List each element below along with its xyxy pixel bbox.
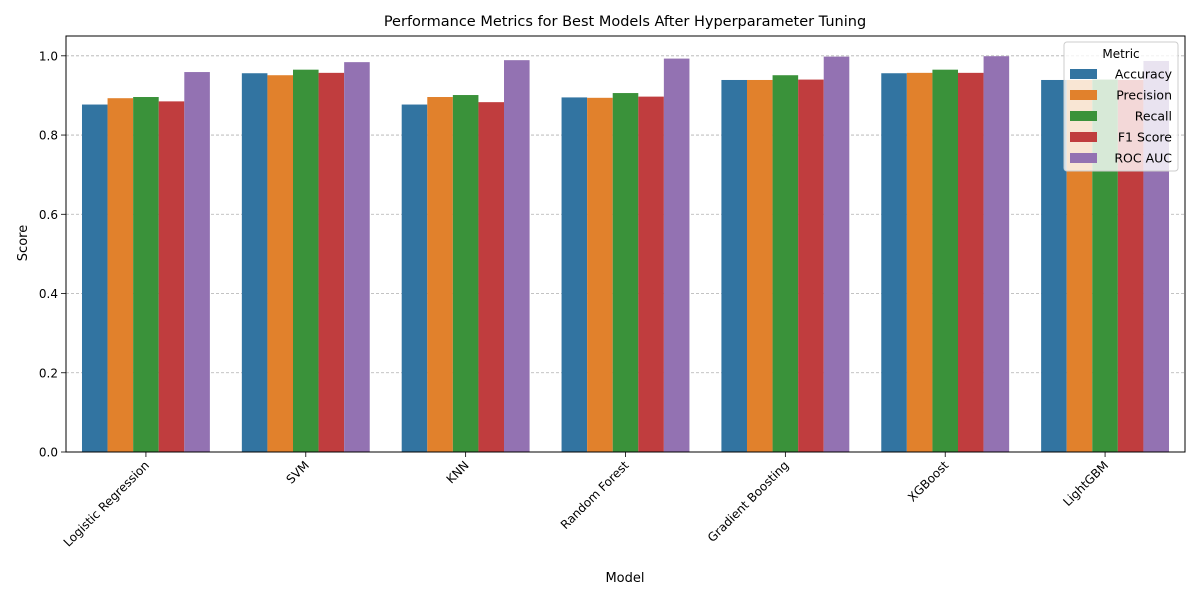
- bar: [478, 102, 505, 452]
- bar: [184, 72, 210, 452]
- bar: [612, 93, 639, 453]
- bar: [318, 72, 345, 453]
- y-tick-label: 0.8: [39, 129, 58, 143]
- legend-label: Recall: [1135, 109, 1172, 124]
- y-axis: 0.0 0.2 0.4 0.6 0.8 1.0: [39, 49, 66, 460]
- y-tick-label: 0.4: [39, 287, 58, 301]
- bar: [292, 69, 319, 452]
- bar: [772, 75, 799, 453]
- y-axis-label: Score: [16, 225, 31, 261]
- legend-label: F1 Score: [1118, 130, 1172, 145]
- bar: [401, 104, 428, 452]
- bar: [267, 75, 293, 453]
- bar: [81, 104, 108, 452]
- legend-swatch: [1070, 153, 1097, 163]
- bar: [721, 79, 747, 452]
- bar: [983, 56, 1010, 452]
- bar: [958, 72, 984, 453]
- bar: [638, 96, 664, 453]
- x-tick-label: SVM: [283, 458, 311, 486]
- x-axis-label: Model: [605, 571, 644, 586]
- bar: [798, 79, 824, 452]
- bar: [561, 97, 588, 453]
- bar: [823, 56, 850, 453]
- series-precision: [107, 72, 1093, 453]
- bar: [906, 72, 933, 453]
- x-tick-label: Random Forest: [558, 458, 632, 532]
- y-tick-label: 0.6: [39, 208, 58, 222]
- y-tick-label: 0.2: [39, 366, 58, 380]
- legend-label: Accuracy: [1115, 67, 1173, 82]
- y-tick-label: 1.0: [39, 49, 58, 63]
- chart-title: Performance Metrics for Best Models Afte…: [384, 14, 866, 30]
- legend: Metric Accuracy Precision Recall F1 Score ROC…: [1063, 41, 1179, 172]
- bar: [427, 97, 453, 452]
- x-tick-label: XGBoost: [905, 458, 951, 504]
- bars: [81, 56, 1170, 453]
- y-tick-label: 0.0: [39, 446, 58, 460]
- legend-swatch: [1070, 69, 1097, 79]
- bar: [133, 97, 159, 452]
- bar: [504, 60, 530, 453]
- bar: [746, 79, 773, 452]
- x-tick-label: Gradient Boosting: [705, 458, 792, 545]
- x-tick-label: KNN: [444, 458, 472, 486]
- bar: [241, 73, 268, 452]
- bar: [107, 98, 134, 452]
- series-roc-auc: [184, 56, 1170, 453]
- x-tick-label: Logistic Regression: [61, 458, 152, 549]
- legend-title: Metric: [1102, 47, 1139, 61]
- bar: [452, 95, 479, 452]
- series-accuracy: [81, 73, 1067, 453]
- legend-swatch: [1070, 90, 1097, 100]
- bar: [158, 101, 185, 452]
- legend-label: Precision: [1116, 88, 1172, 103]
- bar: [344, 62, 370, 453]
- x-axis: Logistic Regression SVM KNN Random Forest Gr…: [61, 452, 1111, 550]
- bar: [932, 69, 959, 452]
- x-tick-label: LightGBM: [1060, 458, 1111, 509]
- legend-swatch: [1070, 111, 1097, 121]
- bar: [881, 73, 907, 452]
- bar: [1041, 79, 1067, 452]
- bar: [587, 97, 613, 452]
- legend-swatch: [1070, 132, 1097, 142]
- legend-label: ROC AUC: [1114, 151, 1172, 166]
- bar: [663, 58, 690, 452]
- series-f1-score: [158, 72, 1144, 453]
